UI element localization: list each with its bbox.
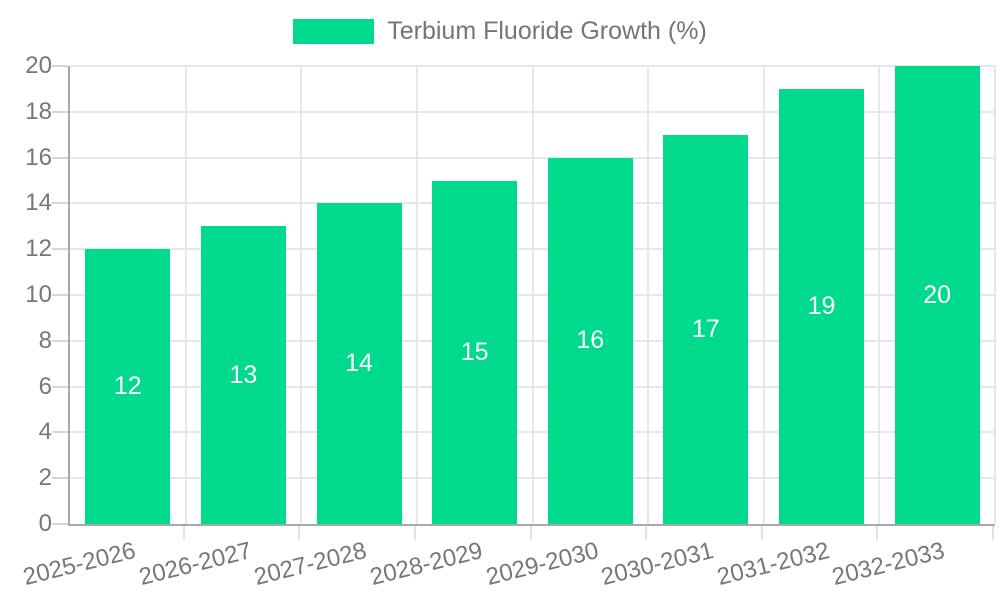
y-axis-label: 0 — [38, 510, 52, 537]
gridline-x — [647, 66, 650, 524]
gridline-x — [762, 66, 765, 524]
y-axis-label: 10 — [25, 281, 52, 308]
bar-value-label: 20 — [923, 280, 952, 309]
gridline-x — [300, 66, 303, 524]
x-axis-tick — [529, 526, 532, 540]
bar-2029-2030[interactable]: 16 — [547, 157, 633, 524]
y-axis-label: 2 — [38, 464, 52, 492]
y-axis-label: 20 — [25, 52, 52, 79]
plot-area: 12 13 14 15 16 17 19 20 — [68, 65, 996, 526]
x-axis-label: 2026-2027 — [136, 537, 254, 591]
x-axis-label: 2030-2031 — [598, 537, 717, 591]
x-axis-tick — [645, 526, 648, 540]
y-axis-tick — [52, 431, 68, 434]
y-axis-tick — [52, 477, 68, 480]
x-axis-label: 2031-2032 — [714, 537, 833, 591]
bar-2027-2028[interactable]: 14 — [316, 203, 402, 524]
bar-value-label: 13 — [229, 360, 258, 389]
y-axis-label: 6 — [38, 372, 52, 400]
gridline-x — [184, 66, 187, 524]
bar-2028-2029[interactable]: 15 — [432, 180, 518, 524]
gridline-x — [415, 66, 418, 524]
y-axis-tick — [52, 202, 68, 205]
bar-value-label: 12 — [113, 372, 142, 401]
bar-value-label: 16 — [576, 326, 605, 355]
y-axis-label: 8 — [38, 326, 52, 354]
y-axis-tick — [52, 156, 68, 159]
bar-value-label: 15 — [460, 337, 489, 366]
bar-value-label: 19 — [807, 291, 836, 320]
bar-2025-2026[interactable]: 12 — [85, 249, 171, 524]
y-axis-label: 16 — [25, 143, 52, 171]
x-axis-tick — [876, 526, 879, 540]
y-axis-label: 4 — [38, 418, 52, 446]
x-axis-tick — [298, 526, 301, 540]
x-axis-label: 2027-2028 — [251, 537, 370, 591]
y-axis-tick — [52, 339, 68, 342]
legend[interactable]: Terbium Fluoride Growth (%) — [0, 16, 1000, 46]
x-axis-tick — [760, 526, 763, 540]
x-axis-tick — [413, 526, 416, 540]
gridline-x — [878, 66, 881, 524]
x-axis-label: 2029-2030 — [482, 537, 601, 591]
y-axis-tick — [52, 294, 68, 296]
bar-value-label: 17 — [692, 314, 720, 343]
x-axis-label: 2025-2026 — [20, 537, 139, 591]
x-axis-label: 2028-2029 — [367, 537, 486, 591]
bar-2026-2027[interactable]: 13 — [200, 226, 286, 524]
y-axis-tick — [52, 385, 68, 388]
legend-swatch-icon — [293, 18, 375, 44]
x-axis-tick — [182, 526, 185, 540]
legend-label: Terbium Fluoride Growth (%) — [387, 17, 707, 45]
y-axis-label: 12 — [25, 235, 52, 263]
y-axis-tick — [52, 523, 68, 525]
gridline-x — [994, 66, 996, 524]
bar-value-label: 14 — [345, 349, 373, 378]
bar-2031-2032[interactable]: 19 — [779, 88, 865, 524]
bar-2032-2033[interactable]: 20 — [894, 66, 980, 524]
y-axis-label: 14 — [25, 189, 52, 217]
gridline-x — [531, 66, 534, 524]
y-axis-tick — [52, 248, 68, 251]
x-axis-label: 2032-2033 — [829, 537, 948, 591]
y-axis-tick — [52, 65, 68, 67]
bar-2030-2031[interactable]: 17 — [663, 134, 749, 524]
y-axis-label: 18 — [25, 97, 52, 125]
x-axis-tick — [992, 526, 994, 540]
y-axis-tick — [52, 110, 68, 113]
